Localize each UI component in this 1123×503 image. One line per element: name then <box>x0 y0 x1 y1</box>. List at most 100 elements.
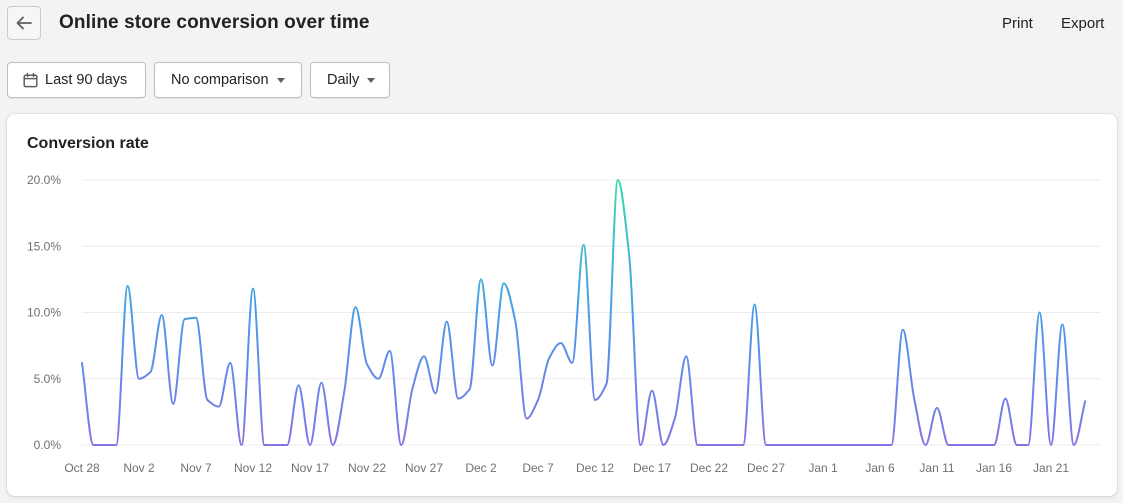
data-point[interactable]: Dec 7: 3.4% <box>534 396 542 404</box>
data-point[interactable]: Jan 14: 0.0% <box>967 441 975 449</box>
data-point[interactable]: Jan 20: 10.0% <box>1036 309 1044 317</box>
data-point[interactable]: Jan 12: 0.0% <box>944 441 952 449</box>
comparison-dropdown[interactable]: No comparison <box>154 62 302 98</box>
data-point[interactable]: Nov 17: 0.0% <box>306 441 314 449</box>
data-point[interactable]: Jan 7: 0.0% <box>887 441 895 449</box>
data-point[interactable]: Jan 9: 3.5% <box>910 395 918 403</box>
data-point[interactable]: Jan 22: 9.1% <box>1058 320 1066 328</box>
data-point[interactable]: Nov 11: 0.0% <box>238 441 246 449</box>
data-point[interactable]: Dec 28: 0.0% <box>773 441 781 449</box>
data-point[interactable]: Jan 2: 0.0% <box>830 441 838 449</box>
data-point[interactable]: Nov 24: 7.1% <box>386 347 394 355</box>
data-point[interactable]: Dec 29: 0.0% <box>785 441 793 449</box>
data-point[interactable]: Nov 9: 2.9% <box>215 403 223 411</box>
data-point[interactable]: Dec 10: 6.2% <box>568 359 576 367</box>
data-point[interactable]: Nov 29: 9.3% <box>443 318 451 326</box>
comparison-label: No comparison <box>171 72 269 88</box>
data-point[interactable]: Oct 30: 0.0% <box>101 441 109 449</box>
data-point[interactable]: Jan 23: 0.0% <box>1070 441 1078 449</box>
data-point[interactable]: Dec 9: 7.7% <box>557 339 565 347</box>
back-button[interactable] <box>7 6 41 40</box>
data-point[interactable]: Dec 6: 2.0% <box>523 415 531 423</box>
x-tick-label: Dec 7 <box>522 461 554 475</box>
data-point[interactable]: Nov 30: 3.5% <box>454 395 462 403</box>
print-button[interactable]: Print <box>1002 15 1033 32</box>
data-point[interactable]: Nov 23: 5.0% <box>374 375 382 383</box>
data-point[interactable]: Nov 7: 9.6% <box>192 314 200 322</box>
data-point[interactable]: Nov 18: 4.7% <box>317 379 325 387</box>
data-point[interactable]: Dec 27: 0.0% <box>762 441 770 449</box>
data-point[interactable]: Nov 28: 3.9% <box>431 389 439 397</box>
data-point[interactable]: Dec 8: 6.6% <box>545 354 553 362</box>
data-point[interactable]: Dec 30: 0.0% <box>796 441 804 449</box>
data-point[interactable]: Dec 3: 6.0% <box>488 362 496 370</box>
data-point[interactable]: Dec 22: 0.0% <box>705 441 713 449</box>
data-point[interactable]: Jan 16: 0.0% <box>990 441 998 449</box>
y-tick-label: 15.0% <box>27 239 61 253</box>
data-point[interactable]: Nov 1: 12.0% <box>124 282 132 290</box>
data-point[interactable]: Dec 19: 2.0% <box>671 415 679 423</box>
data-point[interactable]: Nov 10: 6.2% <box>226 359 234 367</box>
data-point[interactable]: Oct 28: 6.2% <box>78 359 86 367</box>
data-point[interactable]: Dec 23: 0.0% <box>716 441 724 449</box>
data-point[interactable]: Dec 14: 20.0% <box>614 176 622 184</box>
data-point[interactable]: Dec 18: 0.0% <box>659 441 667 449</box>
data-point[interactable]: Dec 2: 12.5% <box>477 275 485 283</box>
data-point[interactable]: Nov 26: 4.3% <box>409 384 417 392</box>
data-point[interactable]: Nov 12: 11.8% <box>249 285 257 293</box>
data-point[interactable]: Oct 29: 0.0% <box>89 441 97 449</box>
data-point[interactable]: Dec 20: 6.7% <box>682 352 690 360</box>
data-point[interactable]: Jan 8: 8.7% <box>899 326 907 334</box>
data-point[interactable]: Dec 17: 4.1% <box>648 387 656 395</box>
data-point[interactable]: Nov 16: 4.5% <box>295 381 303 389</box>
data-point[interactable]: Dec 11: 15.1% <box>580 241 588 249</box>
data-point[interactable]: Jan 4: 0.0% <box>853 441 861 449</box>
data-point[interactable]: Jan 18: 0.0% <box>1013 441 1021 449</box>
data-point[interactable]: Jan 19: 0.0% <box>1024 441 1032 449</box>
data-point[interactable]: Jan 10: 0.0% <box>922 441 930 449</box>
data-point[interactable]: Jan 24: 3.3% <box>1081 397 1089 405</box>
data-point[interactable]: Dec 16: 0.0% <box>637 441 645 449</box>
data-point[interactable]: Jan 17: 3.5% <box>1001 395 1009 403</box>
data-point[interactable]: Jan 3: 0.0% <box>842 441 850 449</box>
data-point[interactable]: Nov 22: 6.1% <box>363 360 371 368</box>
data-point[interactable]: Jan 1: 0.0% <box>819 441 827 449</box>
data-point[interactable]: Nov 25: 0.0% <box>397 441 405 449</box>
data-point[interactable]: Dec 31: 0.0% <box>808 441 816 449</box>
data-point[interactable]: Dec 24: 0.0% <box>728 441 736 449</box>
data-point[interactable]: Jan 15: 0.0% <box>979 441 987 449</box>
data-point[interactable]: Jan 6: 0.0% <box>876 441 884 449</box>
data-point[interactable]: Jan 21: 0.0% <box>1047 441 1055 449</box>
interval-dropdown[interactable]: Daily <box>310 62 390 98</box>
data-point[interactable]: Nov 5: 3.1% <box>169 400 177 408</box>
data-point[interactable]: Nov 14: 0.0% <box>272 441 280 449</box>
data-point[interactable]: Nov 4: 9.8% <box>158 311 166 319</box>
data-point[interactable]: Nov 8: 3.4% <box>203 396 211 404</box>
x-tick-label: Dec 2 <box>465 461 497 475</box>
data-point[interactable]: Jan 5: 0.0% <box>865 441 873 449</box>
data-point[interactable]: Nov 20: 4.0% <box>340 388 348 396</box>
date-range-button[interactable]: Last 90 days <box>7 62 146 98</box>
data-point[interactable]: Dec 25: 0.0% <box>739 441 747 449</box>
data-point[interactable]: Dec 1: 4.2% <box>466 385 474 393</box>
data-point[interactable]: Dec 26: 10.6% <box>751 301 759 309</box>
data-point[interactable]: Nov 19: 0.0% <box>329 441 337 449</box>
data-point[interactable]: Dec 15: 14.3% <box>625 252 633 260</box>
data-point[interactable]: Nov 21: 10.4% <box>352 303 360 311</box>
data-point[interactable]: Dec 13: 4.6% <box>602 380 610 388</box>
data-point[interactable]: Nov 2: 5.0% <box>135 375 143 383</box>
data-point[interactable]: Nov 6: 9.5% <box>181 315 189 323</box>
data-point[interactable]: Oct 31: 0.0% <box>112 441 120 449</box>
data-point[interactable]: Dec 5: 9.4% <box>511 316 519 324</box>
data-point[interactable]: Dec 21: 0.0% <box>694 441 702 449</box>
data-point[interactable]: Jan 13: 0.0% <box>956 441 964 449</box>
data-point[interactable]: Nov 15: 0.0% <box>283 441 291 449</box>
data-point[interactable]: Jan 11: 2.8% <box>933 404 941 412</box>
data-point[interactable]: Dec 4: 12.2% <box>500 279 508 287</box>
data-point[interactable]: Nov 13: 0.0% <box>260 441 268 449</box>
data-point[interactable]: Dec 12: 3.4% <box>591 396 599 404</box>
export-button[interactable]: Export <box>1061 15 1105 32</box>
data-point[interactable]: Nov 3: 5.5% <box>146 368 154 376</box>
data-point[interactable]: Nov 27: 6.7% <box>420 352 428 360</box>
x-tick-label: Dec 17 <box>633 461 671 475</box>
